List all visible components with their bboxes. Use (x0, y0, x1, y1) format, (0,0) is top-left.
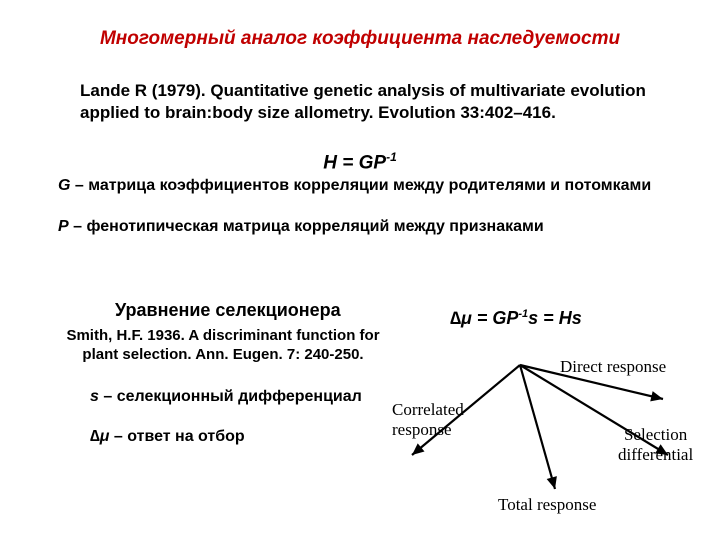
sep-P: – (69, 218, 87, 235)
formula-dmu: ∆μ = GP-1s = Hs (450, 308, 582, 329)
sep-s: – (99, 388, 117, 405)
text-G: матрица коэффициентов корреляции между р… (88, 177, 651, 194)
diagram-label-total: Total response (498, 495, 596, 515)
formula-H: H = GP-1 (0, 150, 720, 174)
definition-dmu: ∆μ – ответ на отбор (90, 428, 245, 446)
sep-dmu: – (109, 428, 127, 445)
diagram-label-correlated: Correlated response (392, 400, 464, 440)
diagram-label-direct: Direct response (560, 357, 666, 377)
formula-dmu-p1: ∆μ = GP (450, 308, 518, 328)
text-P: фенотипическая матрица корреляций между … (86, 218, 543, 235)
symbol-P: P (58, 218, 69, 235)
reference-smith: Smith, H.F. 1936. A discriminant functio… (48, 327, 398, 365)
symbol-s: s (90, 388, 99, 405)
text-dmu: ответ на отбор (127, 428, 244, 445)
definition-P: P – фенотипическая матрица корреляций ме… (58, 218, 678, 236)
text-s: селекционный дифференциал (117, 388, 362, 405)
reference-lande: Lande R (1979). Quantitative genetic ana… (80, 80, 660, 124)
diagram-label-selection: Selection differential (618, 425, 693, 465)
symbol-G: G (58, 177, 70, 194)
definition-s: s – селекционный дифференциал (90, 388, 362, 406)
formula-dmu-p2: s = Hs (528, 308, 582, 328)
formula-H-main: H = GP (323, 152, 386, 173)
slide-title: Многомерный аналог коэффициента наследуе… (0, 28, 720, 50)
formula-H-sup: -1 (386, 150, 397, 164)
response-diagram: Correlated responseTotal responseDirect … (400, 345, 700, 515)
sep-G: – (70, 177, 88, 194)
symbol-dmu: ∆μ (90, 428, 109, 445)
definition-G: G – матрица коэффициентов корреляции меж… (58, 177, 678, 195)
breeder-equation-title: Уравнение селекционера (115, 300, 341, 321)
formula-dmu-sup: -1 (518, 308, 528, 320)
